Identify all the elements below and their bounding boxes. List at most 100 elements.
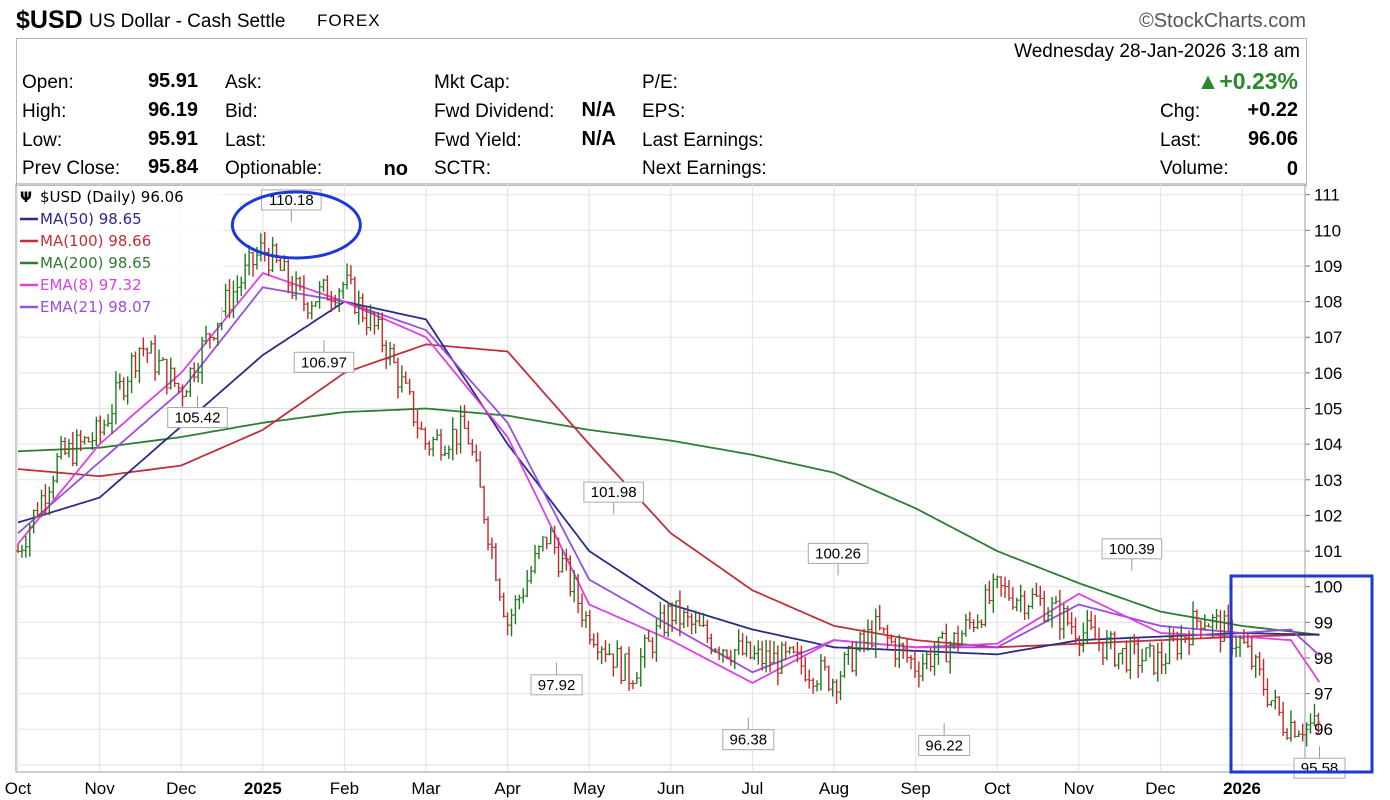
legend: Ψ $USD (Daily) 96.06 MA(50) 98.65 MA(100) 9… (18, 186, 223, 322)
annotation-label: 95.58 (1301, 760, 1339, 777)
last-label-mid: Last: (225, 130, 267, 151)
annotation-label: 110.18 (269, 192, 314, 209)
quote-panel (16, 38, 1307, 186)
exchange: FOREX (317, 11, 381, 30)
highlight-layer (230, 190, 1374, 774)
annotation-label: 106.97 (301, 354, 347, 371)
fwd-yield-value: N/A (581, 128, 616, 150)
annotation-label: 97.92 (538, 677, 576, 694)
y-tick-label: 101 (1314, 542, 1342, 561)
symbol: $USD (16, 6, 83, 34)
low-value: 95.91 (147, 128, 198, 150)
y-tick-label: 98 (1314, 649, 1333, 668)
annotation-box (530, 674, 583, 696)
last-earnings-label: Last Earnings: (642, 130, 764, 151)
last-label: Last: (1160, 130, 1202, 151)
legend-entry: MA(100) 98.66 (40, 232, 151, 250)
high-value: 96.19 (147, 99, 198, 121)
highlight-ellipse (230, 190, 362, 260)
last-value: 96.06 (1247, 128, 1298, 150)
annotation-box (293, 351, 355, 373)
eps-label: EPS: (642, 101, 686, 122)
instrument-name: US Dollar - Cash Settle (89, 11, 286, 32)
y-tick-label: 108 (1314, 293, 1342, 312)
open-value: 95.91 (147, 70, 198, 92)
pe-label: P/E: (642, 72, 678, 93)
x-axis: Oct Nov Dec 2025 Feb Mar Apr May Jun Jul Aug Sep Oct… (5, 779, 1261, 798)
annotation-box (918, 734, 971, 756)
x-tick-label: May (573, 779, 606, 798)
y-tick-label: 96 (1314, 720, 1333, 739)
chg-value: +0.22 (1247, 99, 1298, 121)
y-tick-label: 97 (1314, 685, 1333, 704)
legend-entry: MA(50) 98.65 (40, 210, 142, 228)
legend-entry: MA(200) 98.65 (40, 254, 151, 272)
x-tick-label: Nov (84, 779, 115, 798)
x-tick-label: Oct (5, 779, 32, 798)
annotation-label: 96.38 (730, 732, 768, 749)
y-tick-label: 110 (1314, 221, 1341, 240)
y-tick-label: 102 (1314, 506, 1342, 525)
x-tick-label: Jun (657, 779, 684, 798)
annotation-label: 105.42 (175, 410, 221, 427)
x-tick-label: Sep (900, 779, 930, 798)
annotation-label: 100.39 (1109, 541, 1155, 558)
x-tick-label: Nov (1064, 779, 1095, 798)
x-tick-label: Dec (166, 779, 197, 798)
mktcap-label: Mkt Cap: (434, 72, 511, 93)
fwd-dividend-value: N/A (581, 99, 616, 121)
x-tick-label: Dec (1145, 779, 1176, 798)
ma-line (17, 343, 1320, 649)
x-tick-label: 2026 (1223, 779, 1261, 798)
annotation-label: 101.98 (591, 484, 637, 501)
fwd-yield-label: Fwd Yield: (434, 130, 522, 151)
open-label: Open: (22, 72, 74, 93)
datetime: Wednesday 28-Jan-2026 3:18 am (1014, 41, 1300, 62)
x-tick-label: 2025 (244, 779, 282, 798)
y-tick-label: 100 (1314, 578, 1342, 597)
x-tick-label: Jul (742, 779, 764, 798)
x-tick-label: Oct (984, 779, 1011, 798)
annotation-box (167, 407, 228, 429)
legend-bg (18, 186, 223, 322)
candles-icon: Ψ (20, 190, 32, 206)
prev-close-value: 95.84 (147, 156, 198, 178)
ma-line (17, 300, 1320, 656)
series-layer (16, 232, 1321, 747)
optionable-label: Optionable: (225, 158, 323, 179)
low-label: Low: (22, 130, 63, 151)
fwd-dividend-label: Fwd Dividend: (434, 101, 555, 122)
annotation-box (807, 542, 869, 564)
high-label: High: (22, 101, 67, 122)
ma-line (17, 407, 1320, 636)
y-tick-label: 107 (1314, 328, 1342, 347)
y-tick-label: 103 (1314, 471, 1342, 490)
x-tick-label: Mar (411, 779, 441, 798)
volume-value: 0 (1286, 158, 1298, 180)
optionable-value: no (383, 158, 408, 180)
annotation-label: 96.22 (925, 737, 963, 754)
y-tick-label: 109 (1314, 257, 1342, 276)
change-percent: ▲+0.23% (1196, 68, 1298, 94)
x-tick-label: Aug (819, 779, 849, 798)
annotation-box (583, 481, 644, 503)
y-tick-label: 106 (1314, 364, 1342, 383)
y-axis: 9596979899100101102103104105106107108109… (1305, 186, 1342, 775)
annotation-label: 100.26 (815, 545, 861, 562)
chg-label: Chg: (1160, 101, 1201, 122)
y-tick-label: 99 (1314, 613, 1333, 632)
x-tick-label: Apr (494, 779, 521, 798)
legend-entry: EMA(21) 98.07 (40, 298, 151, 316)
bid-label: Bid: (225, 101, 258, 122)
y-tick-label: 105 (1314, 400, 1342, 419)
annotation-box (1101, 538, 1163, 560)
volume-label: Volume: (1160, 158, 1229, 179)
next-earnings-label: Next Earnings: (642, 158, 767, 179)
plot-area (15, 183, 1306, 773)
ma-line (17, 272, 1321, 684)
legend-entry: EMA(8) 97.32 (40, 276, 142, 294)
prev-close-label: Prev Close: (22, 158, 121, 179)
y-tick-label: 104 (1314, 435, 1342, 454)
legend-entry: $USD (Daily) 96.06 (40, 188, 184, 206)
